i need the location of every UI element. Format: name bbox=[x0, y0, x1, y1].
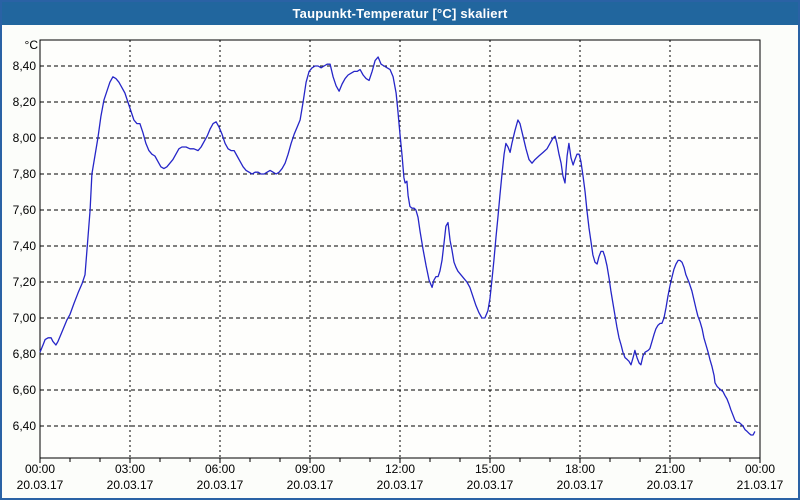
x-tick-date-label: 20.03.17 bbox=[557, 478, 604, 492]
x-tick-time-label: 18:00 bbox=[565, 462, 595, 476]
y-tick-label: 7,40 bbox=[13, 239, 37, 253]
x-tick-date-label: 20.03.17 bbox=[17, 478, 64, 492]
x-tick-date-label: 20.03.17 bbox=[287, 478, 334, 492]
y-tick-label: 6,40 bbox=[13, 419, 37, 433]
chart-title: Taupunkt-Temperatur [°C] skaliert bbox=[292, 6, 508, 21]
x-tick-time-label: 03:00 bbox=[115, 462, 145, 476]
x-tick-time-label: 00:00 bbox=[25, 462, 55, 476]
x-tick-date-label: 20.03.17 bbox=[197, 478, 244, 492]
y-tick-label: 6,80 bbox=[13, 347, 37, 361]
chart-title-bar: Taupunkt-Temperatur [°C] skaliert bbox=[2, 2, 798, 25]
x-tick-date-label: 20.03.17 bbox=[107, 478, 154, 492]
axis-labels-group: °C 8,40 8,20 8,00 7,80 7,60 7,40 7,20 7,00 6,80 6,… bbox=[13, 38, 784, 492]
axis-tick-marks-group bbox=[39, 458, 761, 463]
x-tick-date-label: 20.03.17 bbox=[647, 478, 694, 492]
y-axis-unit-label: °C bbox=[25, 38, 39, 52]
gridlines-group bbox=[40, 40, 760, 458]
x-tick-time-label: 06:00 bbox=[205, 462, 235, 476]
y-tick-label: 8,40 bbox=[13, 59, 37, 73]
x-tick-time-label: 15:00 bbox=[475, 462, 505, 476]
x-tick-date-label: 20.03.17 bbox=[467, 478, 514, 492]
y-tick-label: 8,20 bbox=[13, 95, 37, 109]
x-tick-date-label: 21.03.17 bbox=[737, 478, 784, 492]
x-tick-time-label: 09:00 bbox=[295, 462, 325, 476]
x-tick-date-label: 20.03.17 bbox=[377, 478, 424, 492]
x-tick-time-label: 21:00 bbox=[655, 462, 685, 476]
x-tick-time-label: 00:00 bbox=[745, 462, 775, 476]
temperature-line-group bbox=[39, 56, 756, 436]
plot-background-group bbox=[40, 40, 760, 458]
y-tick-label: 8,00 bbox=[13, 131, 37, 145]
y-tick-label: 6,60 bbox=[13, 383, 37, 397]
plot-area bbox=[40, 40, 760, 458]
y-tick-label: 7,00 bbox=[13, 311, 37, 325]
temperature-series-line bbox=[39, 56, 756, 436]
x-tick-time-label: 12:00 bbox=[385, 462, 415, 476]
y-tick-label: 7,80 bbox=[13, 167, 37, 181]
y-tick-label: 7,60 bbox=[13, 203, 37, 217]
y-tick-label: 7,20 bbox=[13, 275, 37, 289]
